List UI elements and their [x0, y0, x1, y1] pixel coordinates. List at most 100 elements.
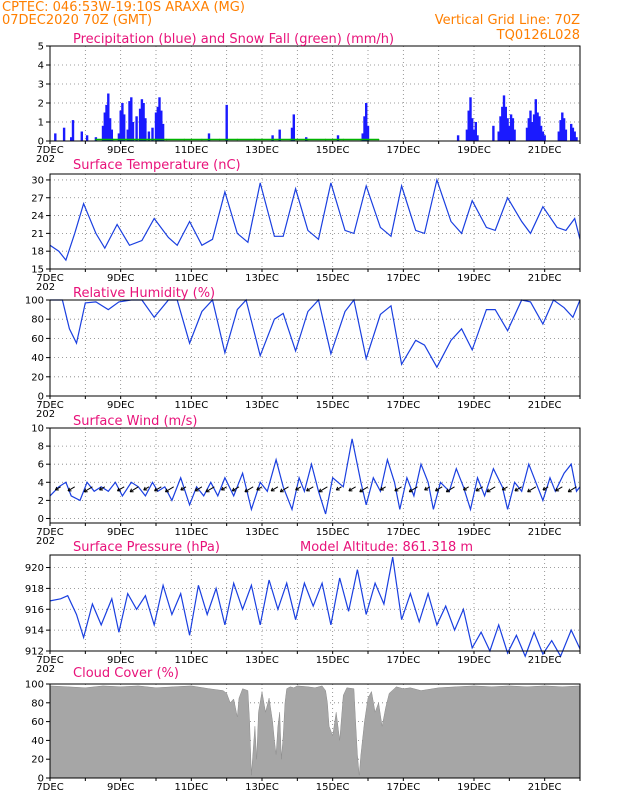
- precip-bar: [80, 131, 83, 141]
- wind-arrow: [527, 486, 537, 493]
- y-tick-label: 8: [38, 442, 44, 453]
- precip-bar: [531, 122, 534, 141]
- snowfall-point: [289, 138, 292, 141]
- plot-frame: [49, 173, 581, 270]
- x-tick-label: 17DEC: [386, 145, 420, 156]
- precip-bar: [105, 104, 108, 141]
- panel-title: Cloud Cover (%): [73, 666, 179, 681]
- y-tick-label: 4: [38, 61, 44, 72]
- series-line: [49, 556, 581, 658]
- wind-arrow-head: [542, 486, 545, 491]
- wind-arrow: [194, 486, 203, 492]
- precip-bar: [532, 114, 536, 141]
- cloud-cover-area: [49, 685, 581, 779]
- precip-bar: [476, 135, 479, 141]
- y-tick-label: 27: [31, 193, 44, 204]
- snowfall-point: [165, 138, 168, 141]
- wind-arrow: [475, 486, 484, 492]
- wind-arrow-head: [54, 486, 58, 491]
- x-tick-label: 9DEC: [107, 273, 134, 284]
- y-tick-label: 0: [38, 392, 44, 403]
- precip-bar: [138, 108, 142, 141]
- wind-arrow-head: [424, 486, 427, 491]
- wind-arrow: [55, 486, 61, 491]
- snowfall-point: [360, 138, 362, 141]
- wind-arrow: [514, 486, 522, 492]
- x-tick-label: 15DEC: [316, 655, 350, 666]
- x-tick-label: 7DEC: [36, 400, 63, 411]
- precip-bar: [571, 127, 575, 141]
- wind-arrow-head: [154, 487, 157, 492]
- wind-arrow-head: [527, 488, 530, 492]
- y-tick-label: 100: [25, 680, 44, 691]
- precip-bar: [511, 118, 515, 141]
- precip-bar: [575, 137, 578, 141]
- meteogram-panels: 0 1 2 3 4 5 7DEC 9DEC 11DEC 13DEC 15DEC 17DEC 19DEC 2…: [25, 32, 581, 793]
- snowfall-point: [254, 138, 256, 141]
- panel-5: 912 914 916 918 920 7DEC 9DEC 11DEC 13DEC 15DEC 17…: [25, 540, 581, 675]
- y-tick-label: 40: [31, 353, 44, 364]
- panel-title: Surface Temperature (nC): [73, 158, 241, 173]
- wind-arrow-head: [194, 487, 198, 492]
- x-tick-label: 15DEC: [316, 400, 350, 411]
- x-tick-label: 15DEC: [316, 782, 350, 793]
- x-tick-label: 7DEC: [36, 273, 63, 284]
- x-tick-label: 9DEC: [107, 527, 134, 538]
- precip-bar: [564, 129, 568, 141]
- y-tick-label: 20: [31, 372, 44, 383]
- precip-bar: [559, 120, 562, 141]
- precip-bar: [119, 110, 122, 141]
- y-tick-label: 40: [31, 736, 44, 747]
- wind-arrow: [270, 486, 279, 492]
- x-tick-label: 11DEC: [174, 145, 208, 156]
- panel-6: 0 20 40 60 80 100 7DEC 9DEC 11DEC 13DEC 15DEC 17DEC…: [25, 666, 581, 793]
- y-tick-label: 914: [25, 626, 44, 637]
- x-tick-label: 19DEC: [457, 655, 491, 666]
- y-tick-label: 5: [38, 42, 44, 53]
- panel-title: Relative Humidity (%): [73, 286, 215, 301]
- plot-frame: [49, 427, 581, 524]
- x-tick-label: 21DEC: [528, 400, 562, 411]
- wind-arrow: [446, 486, 455, 493]
- wind-arrow-head: [318, 488, 322, 492]
- precip-bar: [361, 133, 364, 141]
- precip-bar: [207, 133, 211, 141]
- wind-arrow-head: [555, 487, 558, 492]
- precip-bar: [271, 135, 274, 141]
- precip-bar: [158, 97, 161, 141]
- wind-arrow-head: [256, 486, 259, 491]
- precip-bar: [135, 116, 138, 141]
- wind-arrow: [335, 486, 342, 491]
- precip-bar: [108, 118, 112, 141]
- precip-bar: [456, 135, 460, 141]
- x-tick-label: 21DEC: [528, 145, 562, 156]
- wind-arrow: [348, 486, 356, 492]
- precip-bar: [562, 118, 566, 141]
- x-tick-label: 11DEC: [174, 782, 208, 793]
- header-run-date: 07DEC2020 70Z (GMT): [2, 13, 152, 28]
- precip-bar: [570, 123, 573, 141]
- wind-arrow-head: [306, 487, 309, 492]
- y-tick-label: 24: [31, 211, 44, 222]
- snowfall-point: [307, 138, 309, 141]
- wind-arrow-head: [205, 488, 208, 492]
- wind-arrow-head: [164, 488, 168, 492]
- precip-bar: [506, 118, 509, 141]
- x-tick-label: 15DEC: [316, 527, 350, 538]
- wind-arrow-head: [408, 488, 412, 492]
- wind-arrow-head: [231, 487, 235, 492]
- precip-bar: [103, 112, 106, 141]
- precip-bar: [154, 112, 158, 141]
- x-tick-label: 17DEC: [386, 655, 420, 666]
- wind-arrow: [143, 486, 150, 491]
- precip-bar: [538, 116, 541, 141]
- wind-arrow: [408, 486, 418, 493]
- snowfall-point: [324, 138, 327, 141]
- wind-arrow: [295, 486, 302, 491]
- wind-arrow-head: [295, 486, 298, 491]
- precip-bar: [101, 125, 105, 141]
- snowfall-point: [201, 138, 203, 141]
- y-tick-label: 920: [25, 563, 44, 574]
- plot-frame: [49, 299, 581, 397]
- precip-bar: [151, 127, 154, 141]
